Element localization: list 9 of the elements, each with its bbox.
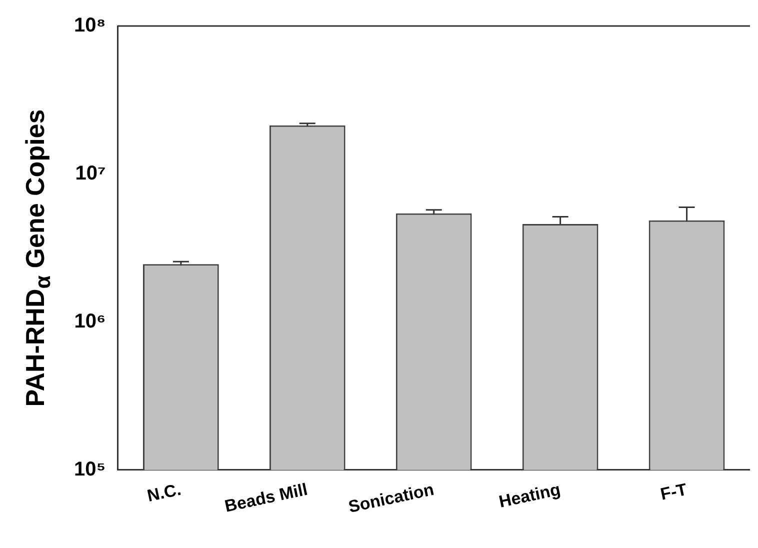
x-tick-label: Beads Mill <box>223 480 310 516</box>
y-tick-label: 10⁷ <box>75 162 106 185</box>
y-tick-label: 10⁸ <box>74 14 106 37</box>
x-tick-label: Sonication <box>346 480 436 517</box>
y-tick-label: 10⁶ <box>74 310 106 332</box>
x-tick-label: Heating <box>497 480 562 512</box>
x-tick-label: F-T <box>658 480 690 504</box>
x-tick-label: N.C. <box>146 480 183 506</box>
y-tick-label: 10⁵ <box>74 458 106 480</box>
